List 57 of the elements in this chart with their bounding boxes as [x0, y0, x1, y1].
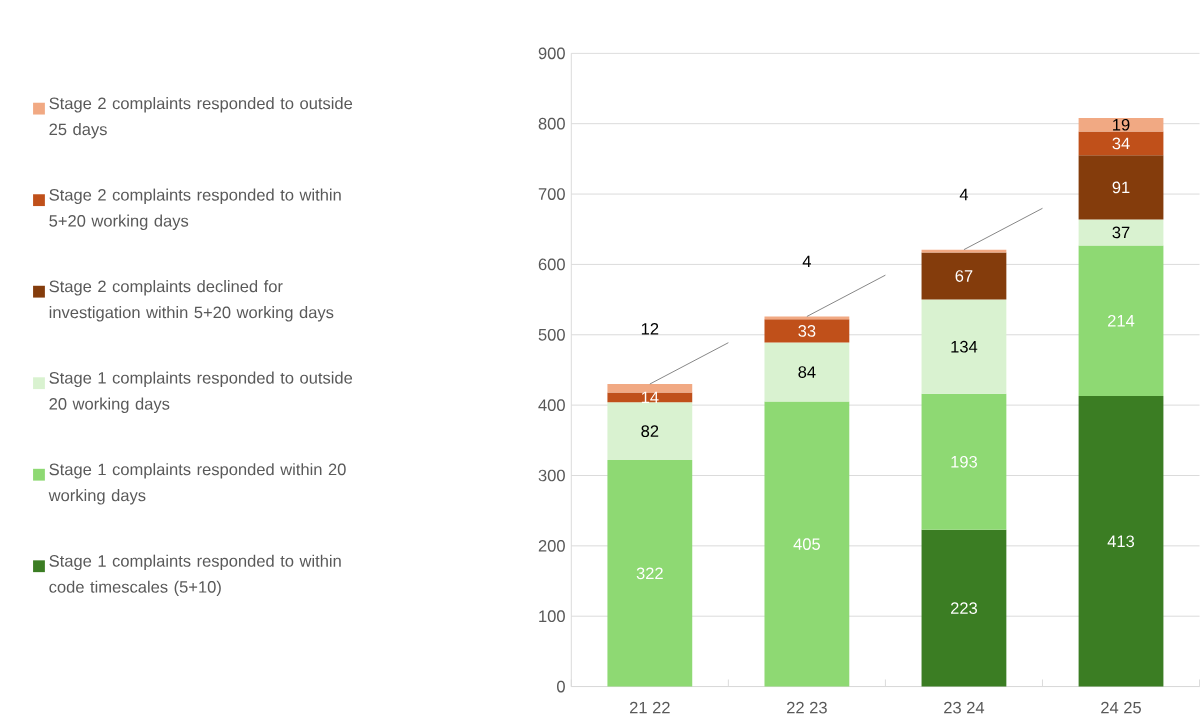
data-label: 91 [1112, 181, 1130, 194]
data-label: 34 [1112, 137, 1130, 150]
data-label: 4 [959, 188, 969, 201]
bar [764, 316, 850, 320]
data-label: 214 [1108, 314, 1135, 327]
x-tick-label: 21 22 [629, 701, 670, 714]
bar [607, 460, 693, 687]
x-tick-label: 22 23 [787, 701, 827, 714]
data-label: 84 [798, 366, 816, 378]
data-label: 134 [951, 340, 978, 353]
y-tick-label: 800 [538, 117, 565, 130]
bar [607, 402, 693, 461]
data-label: 405 [793, 538, 820, 550]
data-label: 4 [802, 255, 811, 268]
y-tick-label: 200 [538, 539, 565, 552]
bar [921, 299, 1007, 394]
legend-label: Stage 1 complaints responded within 20 working days [48, 463, 346, 505]
y-tick-label: 0 [557, 680, 565, 693]
bar [764, 401, 850, 687]
y-tick-label: 700 [538, 188, 565, 200]
data-label: 193 [951, 455, 977, 468]
y-tick-label: 300 [538, 469, 565, 482]
x-tick-label: 23 24 [944, 701, 985, 714]
y-tick-label: 600 [538, 258, 565, 271]
data-label: 82 [641, 425, 659, 438]
y-tick-label: 100 [539, 610, 565, 623]
legend-label: Stage 2 complaints responded to outside 25 days [49, 97, 353, 139]
bar [921, 393, 1007, 530]
legend-label: Stage 1 complaints responded to within code timescales (5+10) [49, 554, 341, 597]
data-label: 322 [636, 567, 663, 580]
bar [1078, 118, 1164, 132]
data-label: 33 [798, 325, 816, 337]
bar [1078, 219, 1164, 246]
legend-label: Stage 2 complaints declined for investigation within 5+20 working days [49, 280, 334, 322]
data-label: 14 [641, 391, 659, 404]
data-label: 12 [641, 323, 659, 335]
bar [607, 384, 693, 393]
y-tick-label: 900 [538, 47, 565, 60]
bar [1078, 131, 1164, 156]
y-tick-label: 500 [538, 328, 565, 341]
bar [921, 529, 1007, 687]
bar [764, 342, 850, 402]
data-label: 413 [1107, 535, 1135, 548]
bar [764, 319, 850, 343]
bar [1078, 395, 1164, 687]
legend-label: Stage 2 complaints responded to within 5+20 working days [49, 188, 341, 230]
bar [921, 252, 1007, 300]
bar [1078, 245, 1164, 396]
bar [1078, 155, 1164, 220]
data-label: 67 [955, 270, 973, 282]
data-label: 223 [950, 602, 977, 614]
y-tick-label: 400 [538, 399, 565, 411]
legend-label: Stage 1 complaints responded to outside 20 working days [49, 371, 353, 414]
bar [607, 392, 693, 403]
data-label: 19 [1113, 118, 1130, 131]
x-tick-label: 24 25 [1101, 701, 1141, 714]
data-label: 37 [1112, 226, 1130, 239]
